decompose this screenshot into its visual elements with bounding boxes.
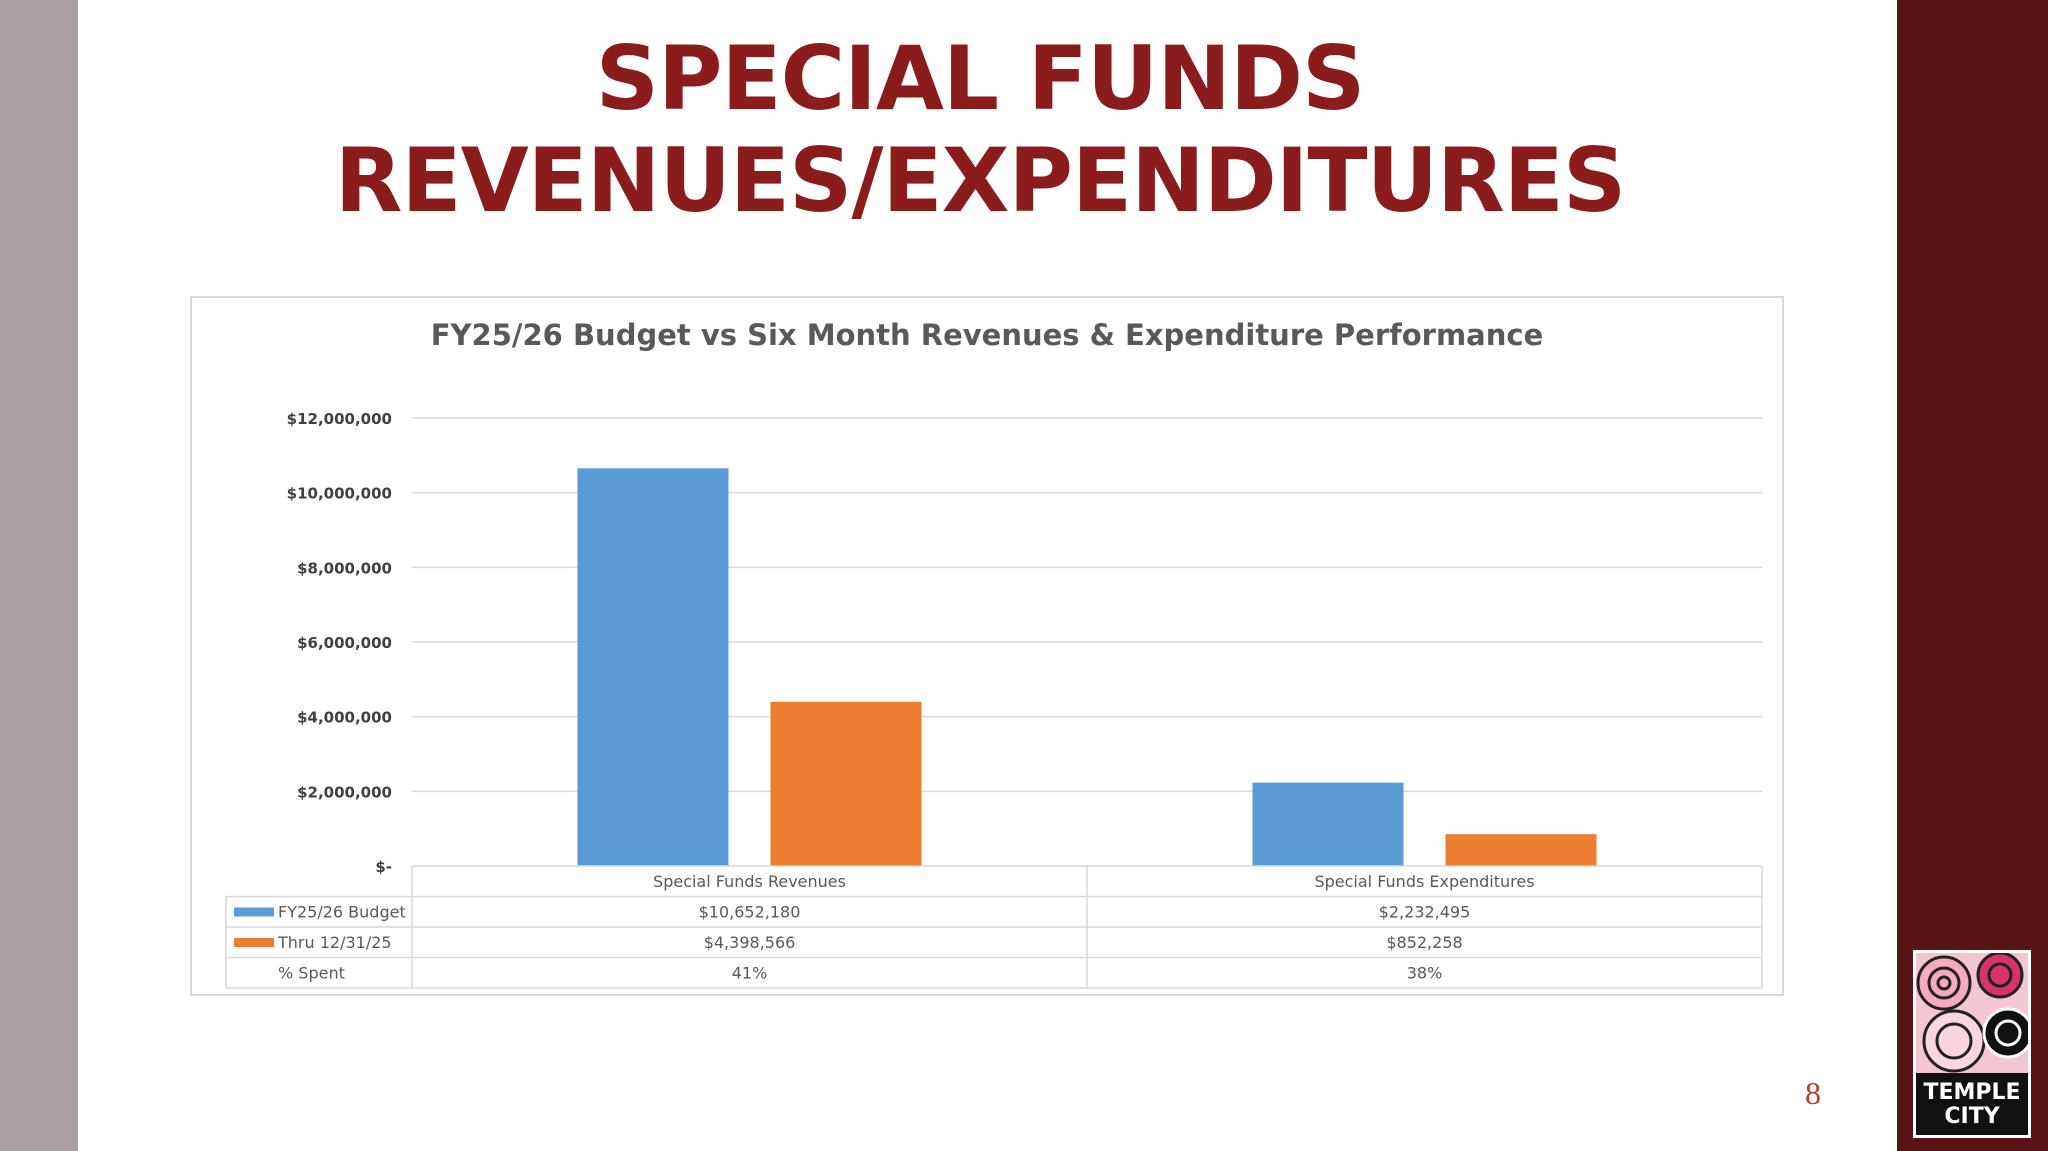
legend-label: Thru 12/31/25 [277, 933, 392, 952]
chart-container: FY25/26 Budget vs Six Month Revenues & E… [190, 296, 1784, 996]
slide-title: SPECIAL FUNDS REVENUES/EXPENDITURES [120, 28, 1840, 232]
slide-title-line-1: SPECIAL FUNDS [595, 27, 1366, 130]
y-tick-label: $12,000,000 [287, 410, 392, 428]
bar-chart: $- $2,000,000 $4,000,000 $6,000,000 $8,000,0… [225, 410, 1763, 989]
left-accent-bar [0, 0, 78, 1151]
y-tick-label: $8,000,000 [297, 559, 392, 577]
logo-text: TEMPLE CITY [1923, 1080, 2021, 1129]
y-tick-label: $6,000,000 [297, 634, 392, 652]
page-number: 8 [1805, 1075, 1821, 1111]
data-label: $2,232,495 [1379, 903, 1471, 922]
percent-spent-label: 41% [732, 964, 768, 983]
legend-swatch [234, 907, 274, 917]
y-tick-label: $4,000,000 [297, 709, 392, 727]
y-tick-label: $2,000,000 [297, 783, 392, 801]
bar [1445, 834, 1597, 866]
x-category-label: Special Funds Revenues [653, 872, 846, 891]
legend-swatch [234, 938, 274, 947]
bar [1252, 782, 1404, 866]
slide-title-line-2: REVENUES/EXPENDITURES [334, 129, 1627, 232]
temple-city-logo: TEMPLE CITY [1913, 950, 2031, 1138]
chart-title: FY25/26 Budget vs Six Month Revenues & E… [430, 318, 1544, 352]
bar [577, 468, 729, 866]
data-label: $852,258 [1386, 933, 1462, 952]
y-tick-label: $- [375, 858, 392, 876]
row-label: % Spent [278, 964, 345, 983]
legend-label: FY25/26 Budget [278, 903, 406, 922]
x-category-label: Special Funds Expenditures [1314, 872, 1534, 891]
bar [770, 701, 922, 866]
data-label: $10,652,180 [699, 903, 801, 922]
y-tick-label: $10,000,000 [287, 485, 392, 503]
rose-logo-icon [1916, 953, 2028, 1073]
data-label: $4,398,566 [704, 933, 796, 952]
percent-spent-label: 38% [1407, 964, 1443, 983]
